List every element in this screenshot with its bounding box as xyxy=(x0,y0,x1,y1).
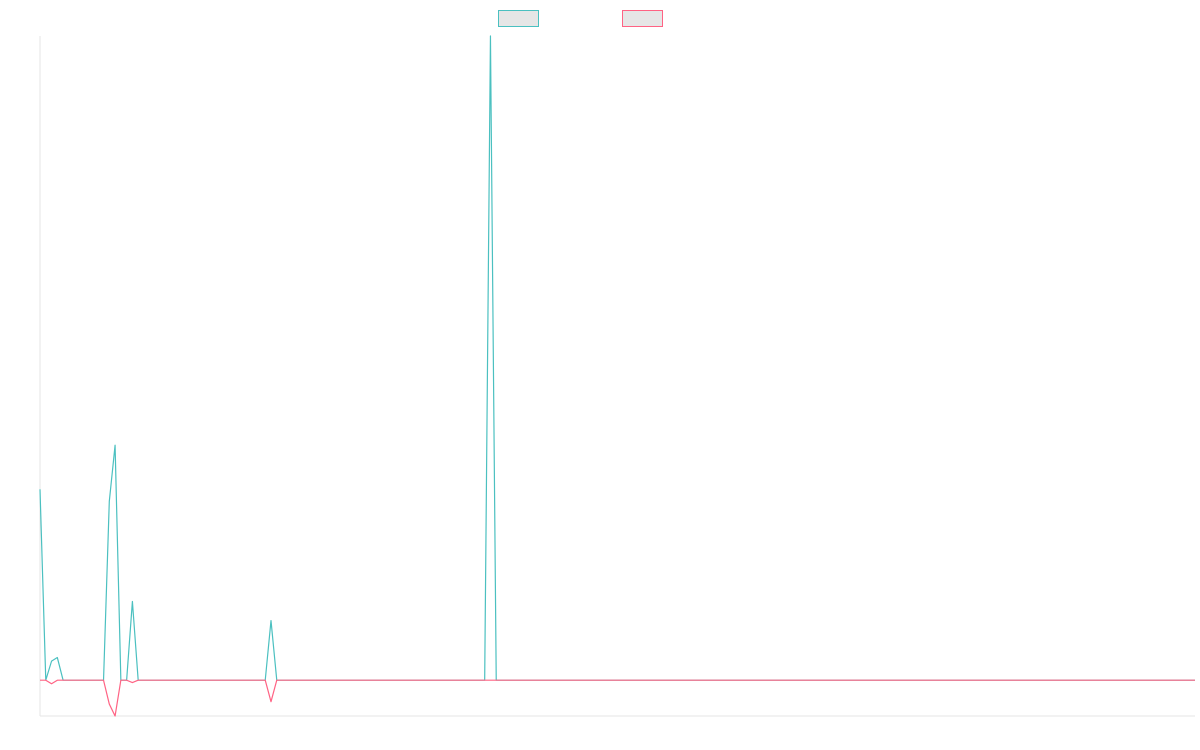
legend-item-1[interactable] xyxy=(498,10,539,27)
series-1-line xyxy=(39,35,1195,681)
legend-swatch-1[interactable] xyxy=(498,10,539,27)
series-2-line xyxy=(40,679,1195,717)
legend-swatch-2[interactable] xyxy=(622,10,663,27)
legend xyxy=(498,10,663,27)
axes xyxy=(39,36,1195,717)
series-layer xyxy=(39,35,1195,717)
legend-item-2[interactable] xyxy=(622,10,663,27)
